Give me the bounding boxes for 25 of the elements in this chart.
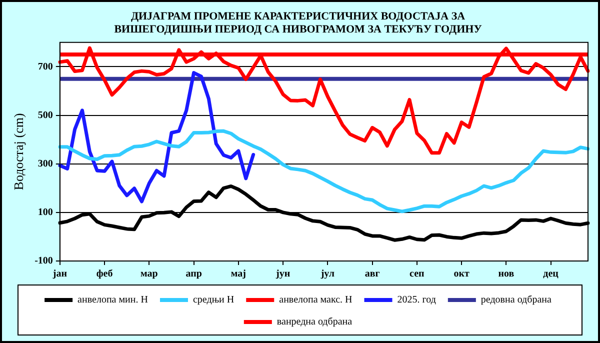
x-tick-label: јун xyxy=(275,268,290,280)
x-tick-label: мај xyxy=(230,268,246,280)
x-tick-label: мар xyxy=(140,268,158,280)
chart-title: ДИЈАГРАМ ПРОМЕНЕ КАРАКТЕРИСТИЧНИХ ВОДОСТАЈА ЗА ВИШЕГОДИШЊИ ПЕРИОД СА НИВОГРАМОМ ЗА ТЕКУЋУ ГОДИНУ xyxy=(114,10,482,36)
legend-label: анвелопа мин. Н xyxy=(78,294,148,306)
legend-label: анвелопа макс. Н xyxy=(279,294,352,306)
legend-label: ванредна одбрана xyxy=(276,316,353,328)
x-tick-label: феб xyxy=(96,268,113,280)
legend-label: редовна одбрана xyxy=(480,294,552,306)
y-tick-label: -100 xyxy=(34,256,53,267)
y-tick-label: 500 xyxy=(38,110,53,121)
legend-label: 2025. год xyxy=(397,294,436,306)
x-tick-label: јан xyxy=(52,268,68,280)
x-tick-label: авг xyxy=(364,268,380,280)
x-tick-label: окт xyxy=(454,268,470,280)
y-tick-label: 700 xyxy=(38,61,53,72)
x-tick-label: нов xyxy=(498,268,515,280)
y-tick-label: 100 xyxy=(38,207,53,218)
y-tick-label: 300 xyxy=(38,158,53,170)
x-tick-label: јул xyxy=(320,268,335,280)
x-tick-label: сеп xyxy=(410,268,425,280)
x-tick-label: дец xyxy=(543,268,559,280)
legend-label: средњи Н xyxy=(192,294,234,306)
x-tick-label: апр xyxy=(186,268,202,280)
y-axis-title: Водостај (cm) xyxy=(11,113,26,190)
